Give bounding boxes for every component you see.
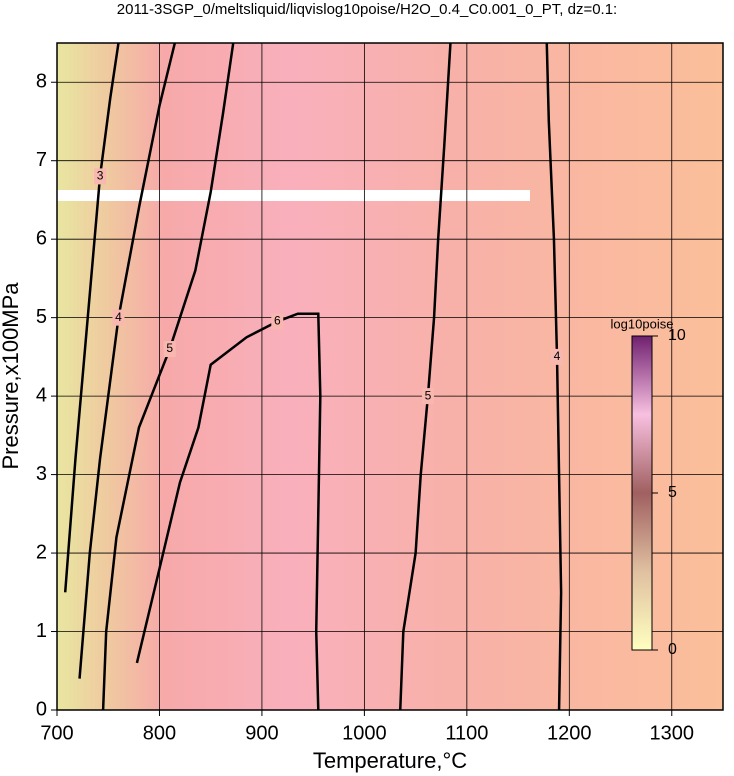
colorbar-tick-label: 10 <box>668 327 686 344</box>
y-tick-label: 5 <box>36 306 47 328</box>
y-axis-label: Pressure,x100MPa <box>0 282 23 470</box>
colorbar <box>631 335 653 651</box>
x-axis-label: Temperature,°C <box>313 748 467 773</box>
y-tick-label: 6 <box>36 227 47 249</box>
contour-label: 6 <box>274 314 281 328</box>
y-tick-label: 1 <box>36 620 47 642</box>
x-tick-label: 1200 <box>547 722 592 744</box>
contour-label: 3 <box>97 169 104 183</box>
y-tick-label: 7 <box>36 149 47 171</box>
x-tick-label: 800 <box>143 722 176 744</box>
contour-label: 5 <box>425 388 432 402</box>
colorbar-label: log10poise <box>611 316 674 331</box>
contour-label: 5 <box>166 341 173 355</box>
x-tick-label: 1100 <box>445 722 488 744</box>
contour-label-bg <box>94 168 107 185</box>
y-tick-label: 2 <box>36 541 47 563</box>
y-tick-label: 4 <box>36 384 47 406</box>
white-band <box>57 190 530 201</box>
contour-label-bg <box>163 341 176 358</box>
contour-label-bg <box>271 313 284 330</box>
contour-label: 4 <box>554 349 561 363</box>
colorbar-tick-label: 5 <box>668 484 677 501</box>
contour-label-bg <box>112 309 125 326</box>
x-tick-label: 700 <box>40 722 73 744</box>
x-tick-label: 900 <box>245 722 278 744</box>
y-tick-label: 3 <box>36 463 47 485</box>
plot-frame <box>56 42 724 711</box>
contour-label: 4 <box>115 310 122 324</box>
contour-label-bg <box>551 348 564 365</box>
colorbar-tick-label: 0 <box>668 641 677 658</box>
y-tick-label: 8 <box>36 71 47 93</box>
y-tick-label: 0 <box>36 698 47 720</box>
chart-title: 2011-3SGP_0/meltsliquid/liqvislog10poise… <box>117 1 617 18</box>
plot-area <box>57 43 723 710</box>
x-tick-label: 1300 <box>650 722 695 744</box>
contour-line <box>63 42 120 593</box>
x-tick-label: 1000 <box>342 722 387 744</box>
contour-label-bg <box>421 388 434 405</box>
